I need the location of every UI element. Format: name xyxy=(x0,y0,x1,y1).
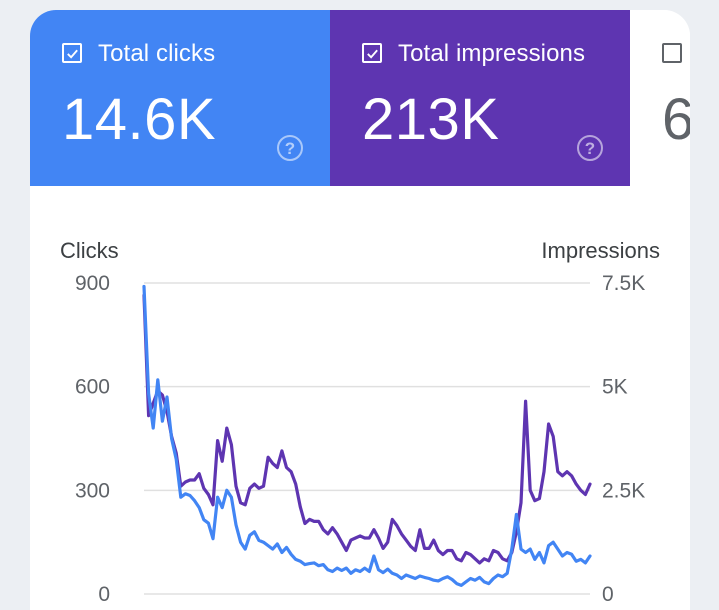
checkbox-unchecked[interactable] xyxy=(662,43,682,63)
checkmark-icon xyxy=(366,49,378,59)
right-tick-label: 5K xyxy=(602,376,628,399)
clicks-series-line xyxy=(142,284,592,588)
right-tick-label: 2.5K xyxy=(602,479,645,502)
metric-value-total-impressions: 213K xyxy=(362,87,500,152)
help-circle-icon[interactable]: ? xyxy=(576,134,604,162)
checkmark-icon xyxy=(66,49,78,59)
left-tick-label: 0 xyxy=(98,583,110,606)
left-tick-label: 600 xyxy=(75,376,110,399)
right-tick-label: 7.5K xyxy=(602,272,645,295)
right-tick-label: 0 xyxy=(602,583,614,606)
impressions-series-line xyxy=(142,293,592,565)
svg-text:?: ? xyxy=(585,139,595,158)
checkbox-total-impressions[interactable] xyxy=(362,43,382,63)
left-axis-title: Clicks xyxy=(60,238,119,263)
svg-text:?: ? xyxy=(285,139,295,158)
metric-label-total-clicks: Total clicks xyxy=(98,40,216,67)
left-tick-label: 300 xyxy=(75,479,110,502)
help-circle-icon[interactable]: ? xyxy=(276,134,304,162)
metric-tile-total-clicks[interactable]: Total clicks 14.6K ? xyxy=(30,10,330,186)
right-axis-title: Impressions xyxy=(541,238,660,263)
performance-card: Total clicks 14.6K ? Total impressions 2… xyxy=(30,10,690,610)
left-tick-label: 900 xyxy=(75,272,110,295)
metric-tile-partial[interactable]: 6 xyxy=(630,10,690,186)
metric-value-partial: 6 xyxy=(662,87,690,152)
metric-tile-total-impressions[interactable]: Total impressions 213K ? xyxy=(330,10,630,186)
metric-value-total-clicks: 14.6K xyxy=(62,87,217,152)
checkbox-total-clicks[interactable] xyxy=(62,43,82,63)
performance-chart: 900 7.5K 600 5K 300 2.5K 0 0 xyxy=(75,272,645,606)
metric-label-total-impressions: Total impressions xyxy=(398,40,586,67)
